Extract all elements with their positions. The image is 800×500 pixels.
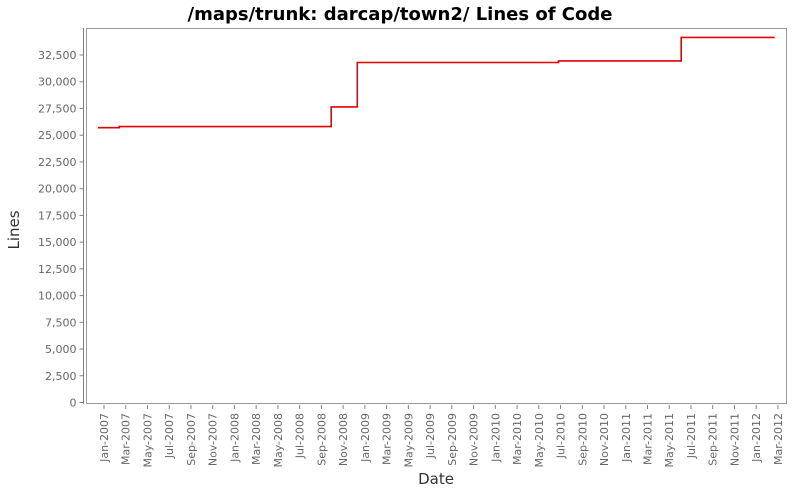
y-tick-label: 5,000 (45, 343, 77, 356)
x-tick-label: Sep-2008 (315, 413, 328, 466)
x-tick-label: Mar-2012 (772, 413, 785, 465)
y-tick-label: 27,500 (38, 102, 77, 115)
x-tick-label: Sep-2011 (707, 413, 720, 466)
x-tick-label: May-2007 (141, 413, 154, 468)
y-tick-label: 25,000 (38, 129, 77, 142)
x-tick-label: May-2008 (272, 413, 285, 468)
x-tick-label: Sep-2007 (185, 413, 198, 466)
x-tick-label: May-2011 (663, 413, 676, 468)
x-tick-label: Nov-2007 (207, 413, 220, 466)
x-tick-label: Mar-2010 (511, 413, 524, 465)
x-tick-label: Sep-2010 (576, 413, 589, 466)
y-tick-label: 20,000 (38, 183, 77, 196)
x-tick-label: Mar-2008 (250, 413, 263, 465)
plot-border (86, 28, 787, 404)
x-tick-label: Jul-2010 (555, 413, 568, 459)
x-tick-label: Jan-2011 (620, 413, 633, 463)
y-tick-label: 7,500 (45, 316, 77, 329)
x-tick-label: Nov-2011 (728, 413, 741, 466)
x-tick-label: Mar-2009 (381, 413, 394, 465)
x-axis-title: Date (418, 470, 454, 488)
x-tick-label: May-2010 (533, 413, 546, 468)
x-tick-label: Mar-2007 (120, 413, 133, 465)
y-tick-label: 0 (70, 397, 77, 410)
x-tick-label: Jan-2010 (489, 413, 502, 463)
x-tick-label: Jul-2007 (163, 413, 176, 459)
x-tick-label: Jan-2012 (750, 413, 763, 463)
x-tick-label: Jan-2009 (359, 413, 372, 463)
y-tick-label: 12,500 (38, 263, 77, 276)
x-tick-label: Jul-2008 (294, 413, 307, 459)
x-tick-label: Jan-2007 (98, 413, 111, 463)
x-tick-label: Jul-2011 (685, 413, 698, 459)
x-tick-label: Sep-2009 (446, 413, 459, 466)
x-tick-label: Nov-2009 (468, 413, 481, 466)
y-tick-label: 2,500 (45, 370, 77, 383)
x-tick-label: Jan-2008 (228, 413, 241, 463)
y-tick-label: 15,000 (38, 236, 77, 249)
y-tick-label: 17,500 (38, 209, 77, 222)
x-tick-label: Mar-2011 (642, 413, 655, 465)
y-tick-label: 22,500 (38, 156, 77, 169)
x-tick-label: Jul-2009 (424, 413, 437, 459)
loc-series-line (98, 36, 775, 129)
y-tick-label: 10,000 (38, 290, 77, 303)
y-tick-label: 32,500 (38, 49, 77, 62)
y-tick-label: 30,000 (38, 76, 77, 89)
x-tick-label: Nov-2010 (598, 413, 611, 466)
x-tick-label: Nov-2008 (337, 413, 350, 466)
x-tick-label: May-2009 (402, 413, 415, 468)
chart-title: /maps/trunk: darcap/town2/ Lines of Code (187, 4, 613, 25)
